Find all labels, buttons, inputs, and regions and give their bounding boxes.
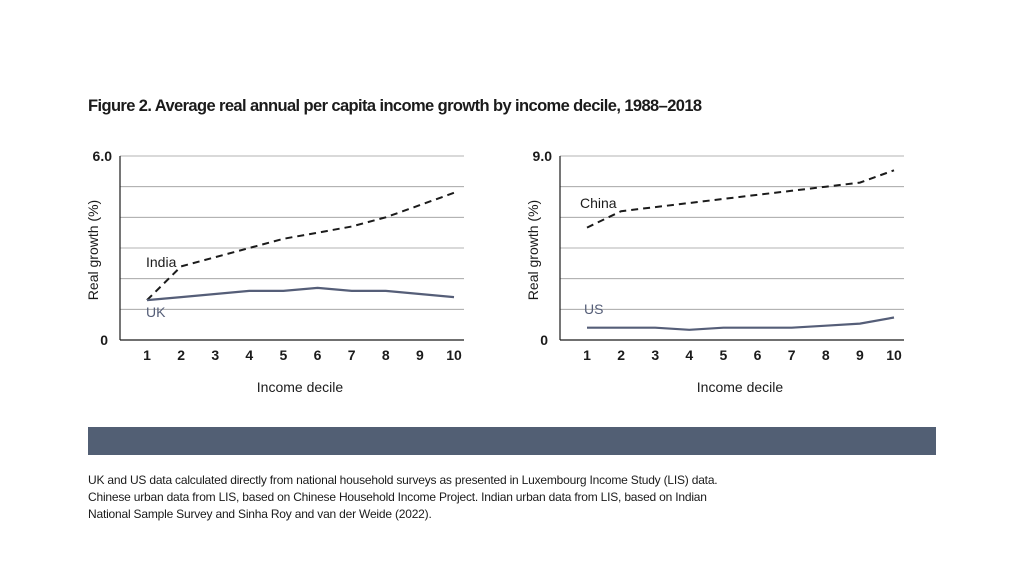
x-tick-label: 8 xyxy=(822,347,830,363)
x-tick-label: 2 xyxy=(177,347,185,363)
x-tick-label: 10 xyxy=(886,347,902,363)
series-line-china xyxy=(586,169,895,229)
x-tick-label: 3 xyxy=(211,347,219,363)
x-axis-title: Income decile xyxy=(697,379,784,395)
chart-india-uk: 6.0 0 1 2 3 4 5 6 7 8 9 10 Income decile Real growth … xyxy=(85,148,464,395)
y-axis-title: Real growth (%) xyxy=(85,200,101,300)
series-label-china: China xyxy=(580,195,617,211)
x-tick-label: 3 xyxy=(651,347,659,363)
y-axis-title: Real growth (%) xyxy=(525,200,541,300)
series-label-india: India xyxy=(146,254,177,270)
x-tick-label: 4 xyxy=(685,347,693,363)
footer-band xyxy=(88,427,936,455)
x-tick-label: 7 xyxy=(348,347,356,363)
series-line-us xyxy=(587,316,895,331)
series-label-us: US xyxy=(584,301,603,317)
series-label-uk: UK xyxy=(146,304,166,320)
x-tick-label: 4 xyxy=(245,347,253,363)
chart-china-us: 9.0 0 1 2 3 4 5 6 7 8 9 10 Income decile Real growth … xyxy=(525,148,904,395)
y-tick-label-min: 0 xyxy=(100,332,108,348)
x-axis-title: Income decile xyxy=(257,379,344,395)
figure-title: Figure 2. Average real annual per capita… xyxy=(88,97,702,115)
source-note: UK and US data calculated directly from … xyxy=(88,473,718,521)
x-tick-label: 9 xyxy=(856,347,864,363)
x-tick-label: 1 xyxy=(583,347,591,363)
x-tick-label: 1 xyxy=(143,347,151,363)
x-tick-label: 5 xyxy=(280,347,288,363)
x-tick-label: 10 xyxy=(446,347,462,363)
x-tick-label: 6 xyxy=(314,347,322,363)
x-tick-label: 2 xyxy=(617,347,625,363)
x-tick-label: 5 xyxy=(720,347,728,363)
x-tick-label: 8 xyxy=(382,347,390,363)
y-tick-label-max: 6.0 xyxy=(93,148,113,164)
x-tick-label: 6 xyxy=(754,347,762,363)
y-tick-label-min: 0 xyxy=(540,332,548,348)
y-tick-label-max: 9.0 xyxy=(533,148,553,164)
series-line-india xyxy=(146,191,455,301)
x-tick-label: 9 xyxy=(416,347,424,363)
x-tick-label: 7 xyxy=(788,347,796,363)
series-line-uk xyxy=(146,286,455,302)
